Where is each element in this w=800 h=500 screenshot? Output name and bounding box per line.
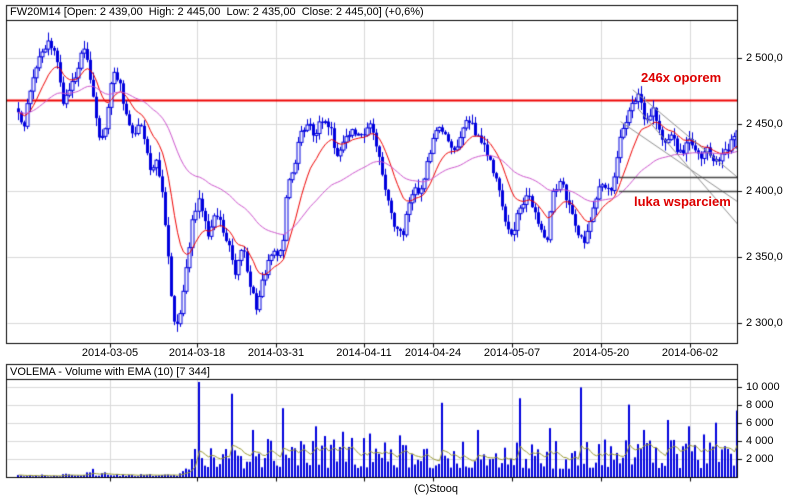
gap-support-annotation: luka wsparciem xyxy=(634,194,731,209)
main-chart-header: FW20M14 [Open: 2 439,00 High: 2 445,00 L… xyxy=(10,6,424,18)
date-tick-label: 2014-05-07 xyxy=(483,347,541,359)
price-tick-label: 2 450,0 xyxy=(746,118,783,130)
date-tick-label: 2014-03-18 xyxy=(168,347,226,359)
date-tick-label: 2014-04-24 xyxy=(404,347,462,359)
date-tick-label: 2014-05-20 xyxy=(572,347,630,359)
price-tick-label: 2 300,0 xyxy=(746,317,783,329)
volume-tick-label: 8 000 xyxy=(746,399,774,411)
volume-tick-label: 2 000 xyxy=(746,453,774,465)
volume-panel-header: VOLEMA - Volume with EMA (10) [7 344] xyxy=(10,366,210,378)
price-tick-label: 2 400,0 xyxy=(746,185,783,197)
volume-tick-label: 4 000 xyxy=(746,435,774,447)
date-tick-label: 2014-04-11 xyxy=(336,347,392,359)
copyright-label: (C)Stooq xyxy=(413,483,459,495)
date-tick-label: 2014-03-05 xyxy=(81,347,139,359)
volume-tick-label: 6 000 xyxy=(746,417,774,429)
resistance-annotation: 246x oporem xyxy=(641,70,722,85)
price-tick-label: 2 500,0 xyxy=(746,52,783,64)
volume-tick-label: 10 000 xyxy=(746,381,780,393)
price-tick-label: 2 350,0 xyxy=(746,251,783,263)
date-tick-label: 2014-03-31 xyxy=(247,347,305,359)
date-tick-label: 2014-06-02 xyxy=(661,347,719,359)
